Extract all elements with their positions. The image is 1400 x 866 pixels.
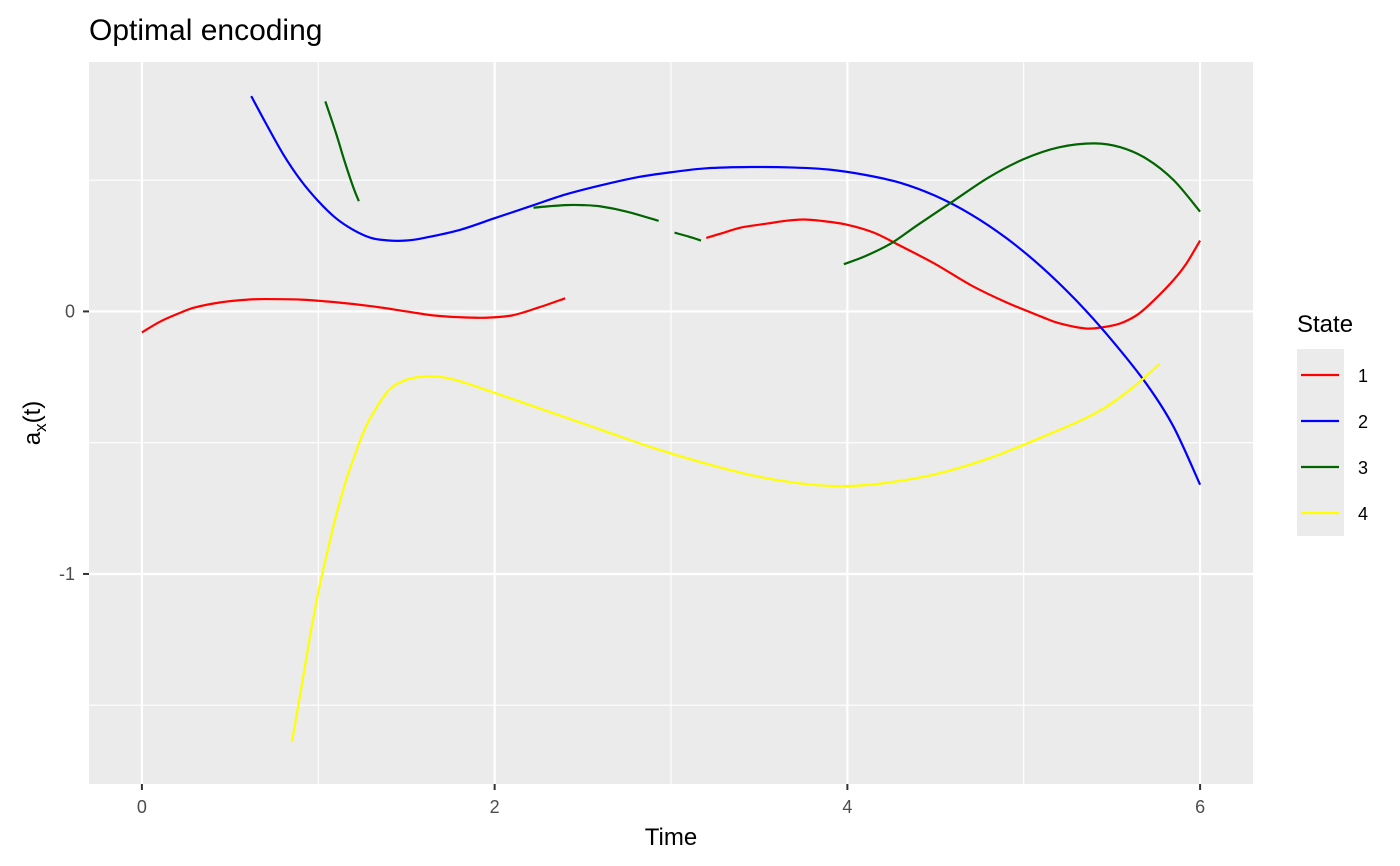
series-1-line xyxy=(705,218,1202,330)
series-2 xyxy=(250,95,1202,486)
grid-minor xyxy=(89,62,1253,784)
grid-major xyxy=(89,62,1253,784)
x-tick-label: 2 xyxy=(490,797,500,817)
legend-item-3: 3 xyxy=(1301,458,1368,478)
legend-item-4: 4 xyxy=(1301,504,1368,524)
y-tick-label: -1 xyxy=(59,564,75,584)
legend-item-1: 1 xyxy=(1301,366,1368,386)
legend-key-background xyxy=(1297,349,1344,536)
series-2-line xyxy=(250,95,1202,486)
x-tick-label: 6 xyxy=(1195,797,1205,817)
series-3-line xyxy=(843,142,1201,266)
legend-title: State xyxy=(1297,311,1353,338)
y-axis-title: ax(t) xyxy=(19,401,50,446)
legend-item-2: 2 xyxy=(1301,412,1368,432)
series-3 xyxy=(324,101,1201,266)
series-4 xyxy=(290,363,1161,743)
y-axis-title-main: a xyxy=(19,431,46,445)
series-3-line xyxy=(674,231,702,242)
series-1-line xyxy=(141,297,566,334)
x-tick-label: 4 xyxy=(842,797,852,817)
series-1 xyxy=(141,218,1202,334)
series-4-line xyxy=(290,363,1161,743)
y-axis-title-sub: x xyxy=(31,423,50,432)
chart-title: Optimal encoding xyxy=(89,14,322,47)
legend: State 1 2 3 4 xyxy=(1297,311,1368,536)
series-3-line xyxy=(533,203,659,222)
legend-label-4: 4 xyxy=(1358,504,1368,524)
legend-label-3: 3 xyxy=(1358,458,1368,478)
y-axis-title-tail: (t) xyxy=(19,401,46,424)
y-axis: 0 -1 xyxy=(59,301,89,584)
x-tick-label: 0 xyxy=(137,797,147,817)
series-layer xyxy=(141,95,1202,743)
y-tick-label: 0 xyxy=(65,301,75,321)
x-axis: 0 2 4 6 xyxy=(137,784,1205,817)
legend-label-2: 2 xyxy=(1358,412,1368,432)
legend-label-1: 1 xyxy=(1358,366,1368,386)
legend-items: 1 2 3 4 xyxy=(1301,366,1368,524)
series-3-line xyxy=(324,101,360,202)
x-axis-title: Time xyxy=(645,824,697,851)
